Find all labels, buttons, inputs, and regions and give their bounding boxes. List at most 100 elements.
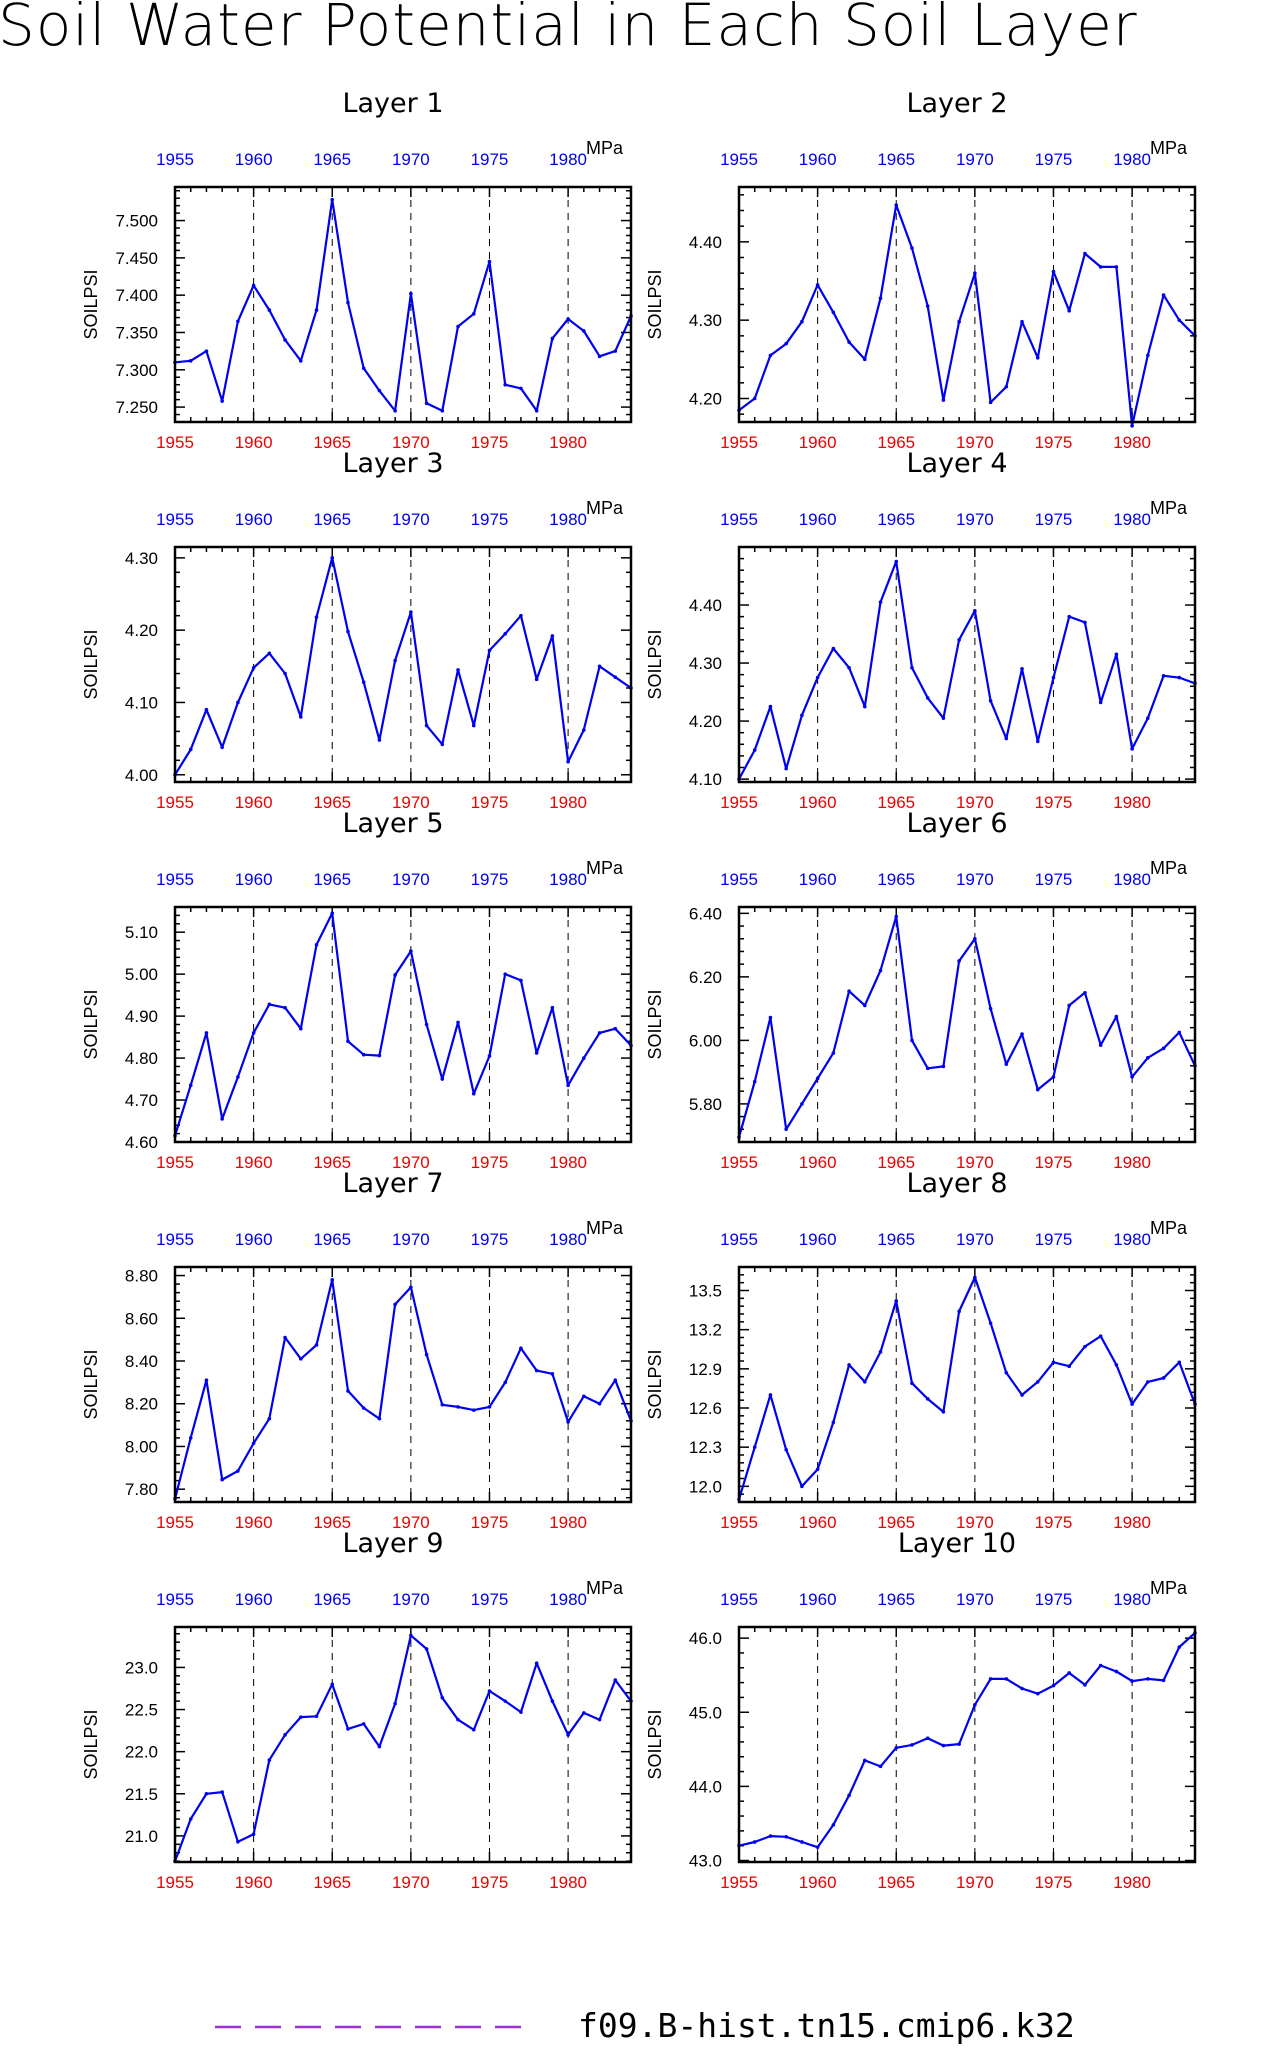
data-point [800, 1484, 804, 1489]
x-tick-label-top: 1965 [313, 1230, 351, 1249]
y-axis-label: SOILPSI [645, 1709, 665, 1779]
x-tick-label-bottom: 1955 [156, 433, 194, 452]
x-tick-label-bottom: 1970 [956, 433, 994, 452]
data-point [847, 989, 851, 993]
data-point [204, 707, 209, 712]
y-tick-label: 5.80 [689, 1095, 722, 1114]
data-point [768, 1015, 773, 1020]
y-tick-label: 7.450 [115, 249, 158, 268]
data-point [831, 310, 836, 315]
data-point [925, 1736, 930, 1740]
data-point [597, 1031, 602, 1035]
data-point [831, 1420, 836, 1425]
y-axis-label: SOILPSI [81, 629, 101, 699]
data-point [503, 382, 508, 387]
x-tick-label-top: 1970 [956, 870, 994, 889]
y-tick-label: 43.0 [689, 1852, 722, 1871]
data-point [597, 354, 602, 359]
y-tick-label: 7.80 [125, 1480, 158, 1499]
data-point [519, 386, 523, 391]
data-point [377, 1053, 382, 1058]
data-point [188, 359, 193, 363]
x-tick-label-bottom: 1955 [720, 1513, 758, 1532]
data-point [503, 631, 508, 636]
data-point [1035, 355, 1040, 360]
data-point [487, 259, 492, 264]
data-point [894, 203, 899, 207]
unit-label: MPa [586, 1218, 624, 1238]
data-series-line [738, 1632, 1196, 1849]
plot-frame [737, 1265, 1197, 1504]
data-series-line [173, 1634, 632, 1862]
data-point [1004, 736, 1009, 741]
x-tick-label-bottom: 1975 [471, 1513, 509, 1532]
data-point [941, 398, 946, 402]
data-point [1004, 1062, 1009, 1066]
x-tick-label-bottom: 1975 [1035, 1873, 1073, 1892]
y-tick-label: 8.80 [125, 1267, 158, 1286]
data-point [973, 936, 977, 941]
data-point [1051, 1360, 1056, 1365]
y-tick-label: 22.0 [125, 1743, 158, 1762]
data-point [298, 1715, 303, 1719]
data-point [988, 1321, 993, 1325]
y-tick-label: 4.30 [125, 549, 158, 568]
x-tick-label-bottom: 1965 [313, 433, 351, 452]
data-point [1035, 739, 1040, 744]
y-axis-label: SOILPSI [645, 269, 665, 339]
data-point [925, 1066, 930, 1071]
data-point [752, 1445, 757, 1449]
data-point [1020, 667, 1024, 671]
data-point [894, 1746, 899, 1750]
y-tick-label: 4.20 [689, 712, 722, 731]
x-tick-label-top: 1955 [720, 1590, 758, 1609]
plot-frame [173, 1625, 633, 1864]
data-point [346, 1727, 350, 1731]
data-point [894, 559, 899, 564]
y-tick-label: 23.0 [125, 1658, 158, 1677]
data-point [361, 366, 366, 371]
x-tick-label-bottom: 1980 [1113, 1513, 1151, 1532]
x-tick-label-bottom: 1975 [471, 793, 509, 812]
data-point [346, 629, 350, 634]
data-point [878, 1764, 883, 1769]
x-tick-label-bottom: 1955 [156, 1153, 194, 1172]
data-point [550, 1372, 555, 1376]
data-point [393, 973, 397, 977]
x-tick-label-top: 1955 [720, 510, 758, 529]
data-point [973, 271, 977, 275]
data-point [910, 665, 914, 670]
data-point [831, 1823, 836, 1827]
y-tick-label: 21.0 [125, 1827, 158, 1846]
x-tick-label-top: 1965 [877, 1590, 915, 1609]
data-point [424, 723, 429, 728]
y-tick-label: 4.10 [125, 693, 158, 712]
x-tick-label-bottom: 1955 [156, 1873, 194, 1892]
data-point [768, 1834, 773, 1838]
x-tick-label-bottom: 1980 [549, 1873, 587, 1892]
data-point [361, 1052, 366, 1057]
data-point [1083, 1344, 1087, 1349]
x-tick-label-top: 1975 [1035, 150, 1073, 169]
data-point [361, 680, 366, 685]
x-tick-label-top: 1955 [156, 1230, 194, 1249]
data-point [1083, 620, 1087, 625]
data-point [519, 1710, 523, 1714]
data-point [456, 324, 460, 329]
data-point [613, 1678, 618, 1682]
data-point [1177, 318, 1182, 322]
x-tick-label-top: 1960 [799, 150, 837, 169]
data-point [236, 1469, 240, 1473]
y-tick-label: 4.10 [689, 770, 722, 789]
y-tick-label: 7.300 [115, 361, 158, 380]
panel-7: Layer 7 1955 1955 1960 1960 1965 1965 1970 1970 1… [81, 1168, 633, 1532]
data-point [1083, 990, 1087, 995]
data-point [314, 615, 319, 619]
plot-frame [737, 905, 1197, 1144]
data-point [815, 1845, 820, 1849]
data-point [267, 308, 272, 312]
data-point [534, 677, 539, 682]
data-point [1004, 384, 1009, 389]
x-tick-label-top: 1980 [549, 150, 587, 169]
data-point [346, 300, 350, 305]
